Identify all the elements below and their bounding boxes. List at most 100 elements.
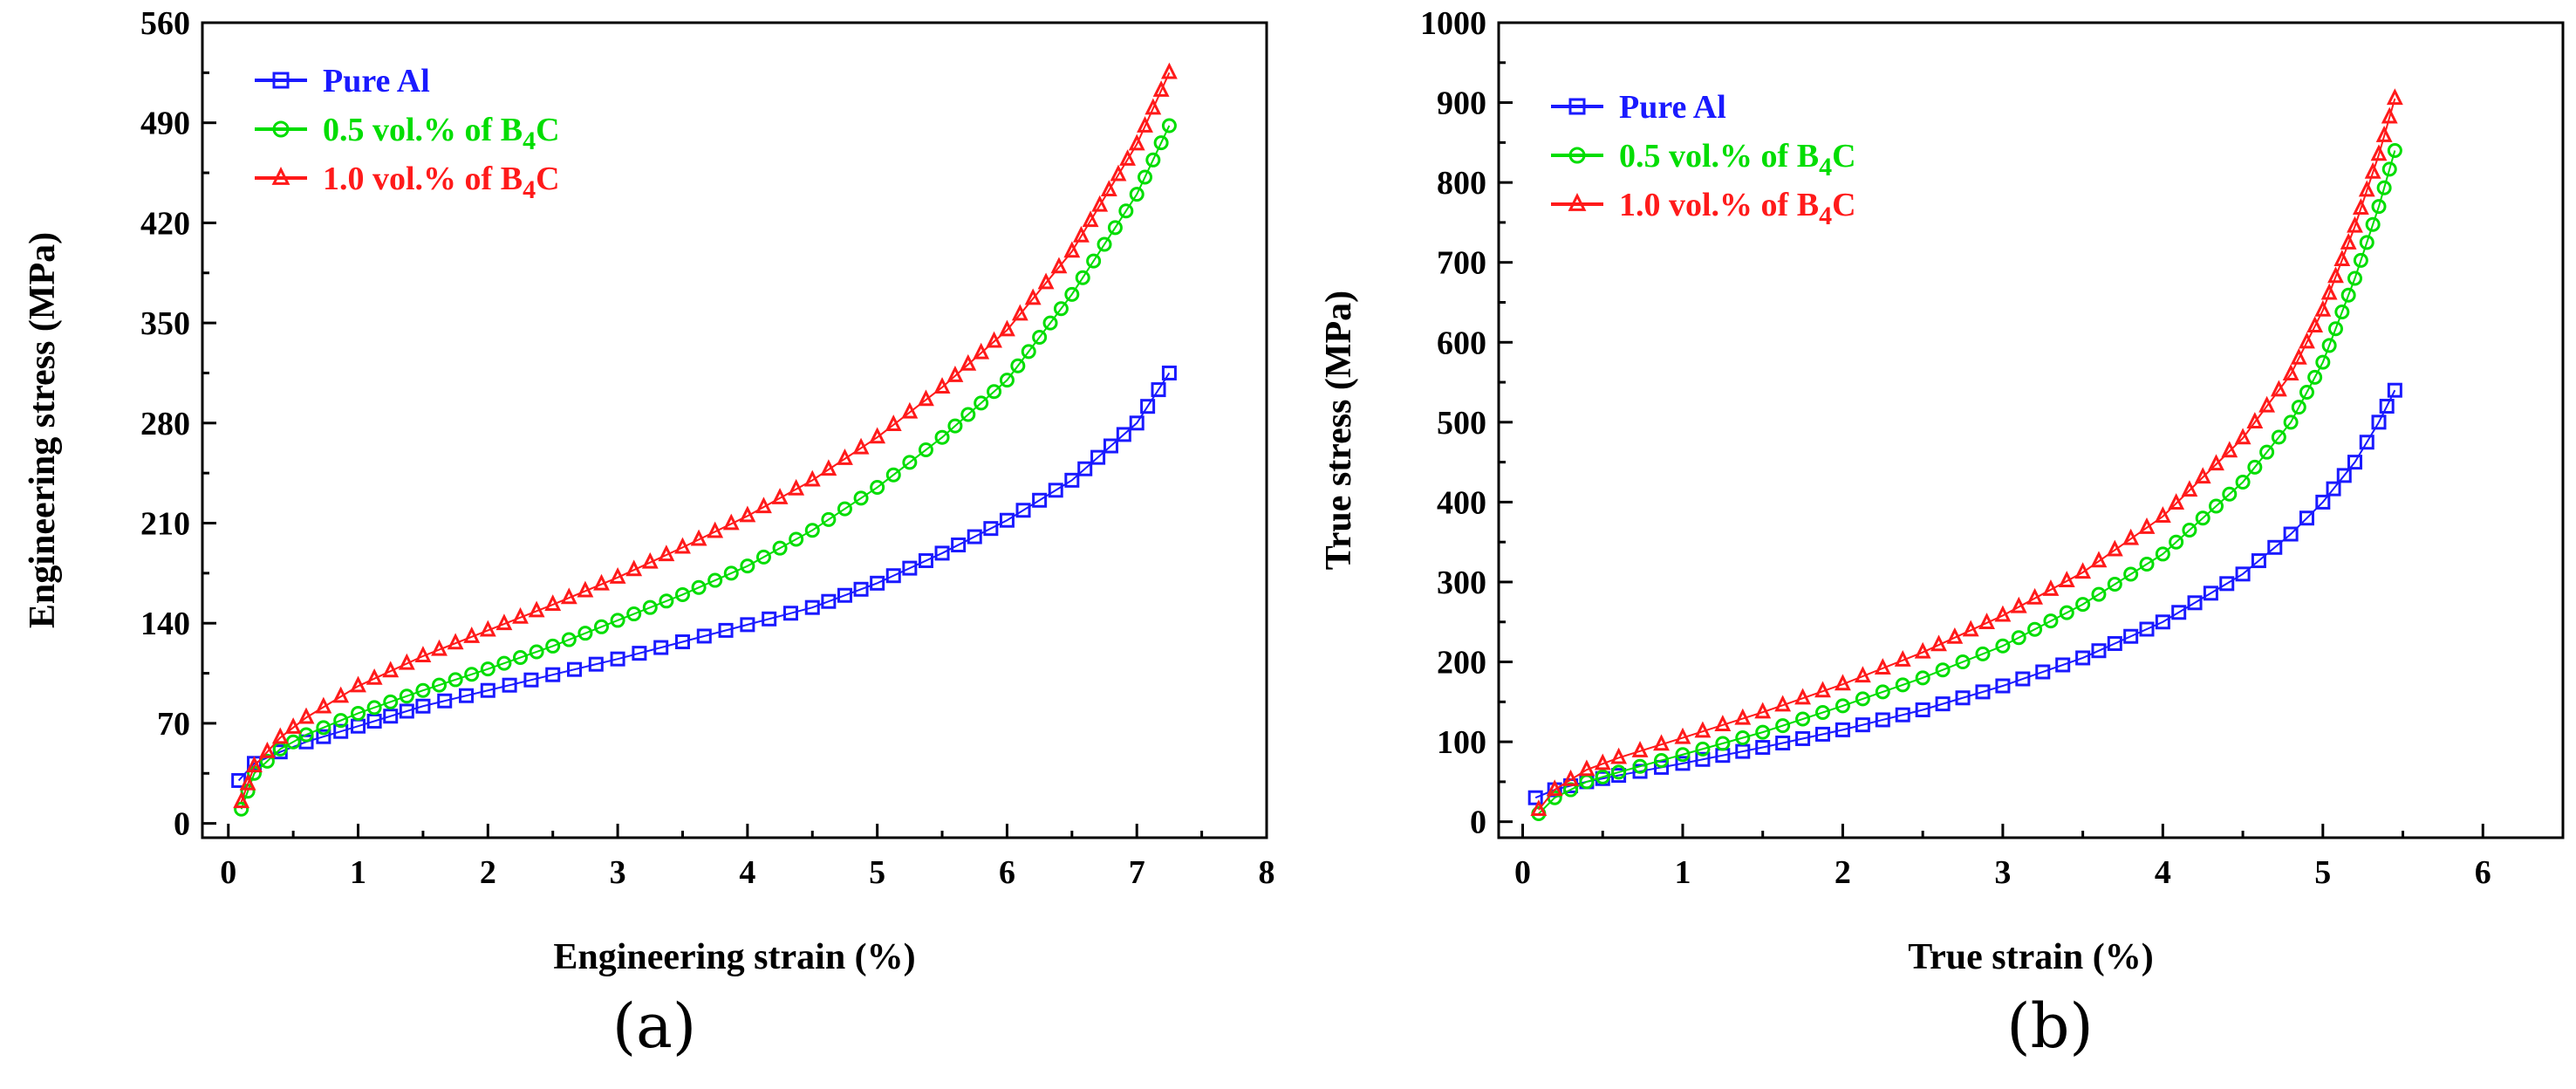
series-point-marker xyxy=(722,513,740,531)
y-tick-label: 600 xyxy=(1437,325,1486,361)
series-point-marker xyxy=(2011,630,2026,646)
series-point-marker xyxy=(1895,677,1910,693)
panel-label-b: (b) xyxy=(2006,990,2093,1062)
x-tick-label: 6 xyxy=(2475,854,2491,891)
y-tick-label: 0 xyxy=(1470,805,1486,841)
series-point-marker xyxy=(821,593,837,609)
series-line xyxy=(237,372,1171,782)
series-point-marker xyxy=(2251,553,2266,569)
series-point-marker xyxy=(1715,736,1731,751)
series-point-marker xyxy=(610,613,625,628)
series-point-marker xyxy=(480,661,495,677)
series-point-marker xyxy=(2010,596,2027,613)
series-point-marker xyxy=(1153,135,1169,151)
series-point-marker xyxy=(2320,283,2338,300)
y-tick-label: 700 xyxy=(1437,245,1486,282)
series-point-marker xyxy=(1075,270,1090,285)
series-point-marker xyxy=(674,634,690,650)
legend-label: Pure Al xyxy=(323,63,430,99)
series-point-marker xyxy=(837,449,853,465)
legend-item: 0.5 vol.% of B4C xyxy=(255,112,560,155)
series-point-marker xyxy=(1530,799,1548,817)
x-axis-label: True strain (%) xyxy=(1908,937,2154,977)
series-point-marker xyxy=(2283,414,2299,430)
series-point-marker xyxy=(1116,427,1131,442)
series-point-marker xyxy=(2307,369,2323,385)
series-point-marker xyxy=(691,579,707,595)
series-point-marker xyxy=(1140,399,1156,414)
series-point-marker xyxy=(674,586,690,602)
series-point-marker xyxy=(1735,730,1751,746)
y-tick-label: 0 xyxy=(174,806,190,843)
series-point-marker xyxy=(577,580,594,598)
series-point-marker xyxy=(1064,472,1080,488)
chart-panel-b: 0 1 2 3 4 5 6 0 100 200 300 400 500 600 700 800 900 1000 T… xyxy=(1319,5,2565,977)
series-point-marker xyxy=(2364,161,2381,179)
x-axis-label: Engineering strain (%) xyxy=(553,937,915,977)
series-point-marker xyxy=(2290,347,2307,365)
series-point-marker xyxy=(437,693,453,709)
series-point-marker xyxy=(718,622,734,638)
series-point-marker xyxy=(973,342,990,360)
series-point-marker xyxy=(1161,365,1177,380)
series-point-marker xyxy=(2155,546,2170,562)
series-point-marker xyxy=(544,594,562,612)
series-point-marker xyxy=(2015,671,2031,687)
series-point-marker xyxy=(2155,614,2170,630)
series-point-marker xyxy=(1073,225,1090,243)
series-point-marker xyxy=(496,655,512,671)
series-point-marker xyxy=(1815,704,1831,720)
series-point-marker xyxy=(233,791,250,809)
series-point-marker xyxy=(1063,241,1081,258)
series-point-marker xyxy=(2347,271,2363,286)
series-point-marker xyxy=(399,688,414,704)
legend-marker xyxy=(272,120,290,138)
series-point-marker xyxy=(2222,486,2238,502)
series-point-marker xyxy=(771,488,789,504)
series-point-marker xyxy=(1129,187,1145,202)
series-point-marker xyxy=(1010,358,1026,373)
series-point-marker xyxy=(1774,695,1792,712)
series-point-marker xyxy=(2043,613,2059,629)
series-point-marker xyxy=(479,620,496,637)
series-point-marker xyxy=(271,727,289,744)
series-point-marker xyxy=(1152,80,1170,97)
series-point-marker xyxy=(2090,551,2108,568)
series-point-marker xyxy=(658,544,675,562)
series-point-marker xyxy=(2042,579,2060,596)
series-point-marker xyxy=(901,401,919,419)
series-point-marker xyxy=(399,703,414,719)
series-point-marker xyxy=(414,646,432,662)
series-point-marker xyxy=(2371,199,2387,215)
series-point-marker xyxy=(707,572,723,588)
series-b4c10 xyxy=(233,62,1178,809)
legend-item: Pure Al xyxy=(1551,89,1726,126)
x-tick-label: 1 xyxy=(1674,854,1691,891)
series-point-marker xyxy=(1011,304,1028,321)
series-point-marker xyxy=(2271,429,2286,445)
series-point-marker xyxy=(459,688,475,703)
series-point-marker xyxy=(1128,134,1145,151)
series-point-marker xyxy=(1855,717,1870,733)
series-point-marker xyxy=(502,677,517,693)
y-tick-label: 300 xyxy=(1437,565,1486,601)
series-point-marker xyxy=(366,700,382,716)
series-point-marker xyxy=(2282,364,2299,381)
series-point-marker xyxy=(2194,467,2211,484)
series-point-marker xyxy=(1145,98,1162,115)
series-point-marker xyxy=(870,480,885,496)
series-point-marker xyxy=(1594,753,1611,771)
series-point-marker xyxy=(1024,288,1042,305)
series-point-marker xyxy=(1935,696,1951,712)
series-point-marker xyxy=(934,545,950,561)
series-point-marker xyxy=(999,373,1015,388)
series-point-marker xyxy=(350,675,366,693)
series-point-marker xyxy=(2139,556,2155,572)
y-axis-label: Engineering stress (MPa) xyxy=(23,232,63,628)
legend-marker xyxy=(272,72,290,89)
series-point-marker xyxy=(2333,250,2351,267)
series-point-marker xyxy=(2381,161,2397,177)
series-point-marker xyxy=(594,619,609,634)
series-point-marker xyxy=(1632,758,1648,774)
